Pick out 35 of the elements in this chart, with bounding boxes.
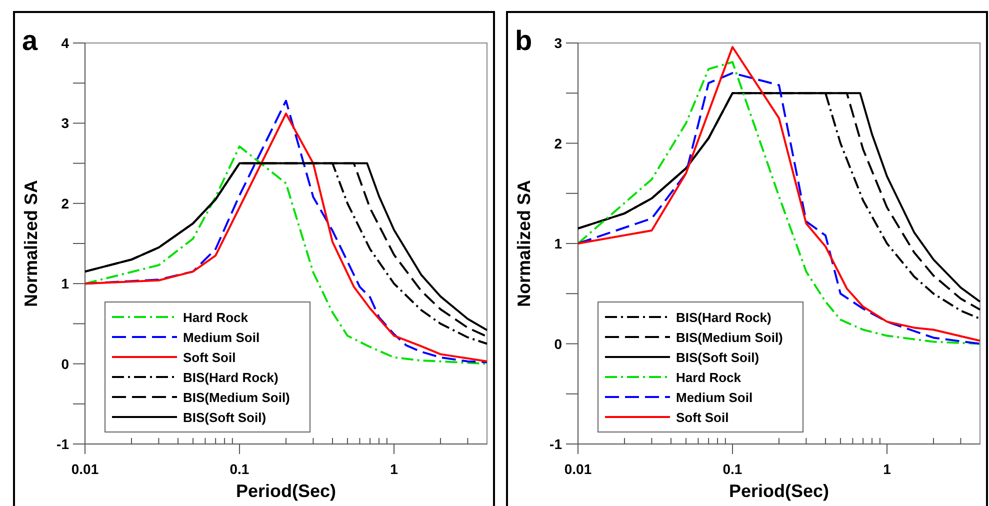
x-tick-label: 1 — [883, 461, 892, 477]
y-tick-label: -1 — [550, 436, 562, 452]
y-tick-label: 4 — [61, 35, 70, 51]
y-tick-label: 2 — [554, 135, 562, 152]
x-axis-title: Period(Sec) — [728, 481, 830, 501]
x-tick-label: 0.01 — [564, 461, 592, 477]
y-axis-title: Normalized SA — [21, 180, 41, 308]
chart-title: b — [515, 25, 532, 56]
x-axis-title: Period(Sec) — [236, 481, 336, 501]
y-tick-label: 3 — [554, 35, 562, 51]
chart-title: a — [22, 25, 38, 56]
y-tick-label: 2 — [61, 195, 70, 212]
legend-label: Medium Soil — [183, 330, 260, 345]
legend-label: BIS(Hard Rock) — [676, 310, 772, 325]
x-tick-label: 0.1 — [230, 461, 250, 477]
legend-label: BIS(Soft Soil) — [183, 410, 266, 425]
legend-label: Hard Rock — [676, 370, 742, 385]
y-tick-label: 0 — [61, 356, 70, 372]
x-tick-label: 0.01 — [71, 461, 99, 477]
legend-label: Soft Soil — [676, 410, 729, 425]
legend-label: Soft Soil — [183, 350, 236, 365]
y-tick-label: 1 — [554, 236, 562, 252]
y-tick-label: 1 — [61, 276, 70, 292]
y-tick-label: 3 — [61, 115, 70, 132]
legend-label: BIS(Soft Soil) — [676, 350, 760, 365]
y-axis-title: Normalized SA — [514, 180, 534, 308]
legend-label: BIS(Medium Soil) — [676, 330, 783, 345]
legend-label: BIS(Medium Soil) — [183, 390, 290, 405]
legend-label: BIS(Hard Rock) — [183, 370, 278, 385]
legend-label: Medium Soil — [676, 390, 753, 405]
x-tick-label: 1 — [390, 461, 398, 477]
y-tick-label: -1 — [56, 436, 70, 452]
legend-label: Hard Rock — [183, 310, 249, 325]
y-tick-label: 0 — [554, 336, 562, 352]
x-tick-label: 0.1 — [722, 461, 742, 477]
